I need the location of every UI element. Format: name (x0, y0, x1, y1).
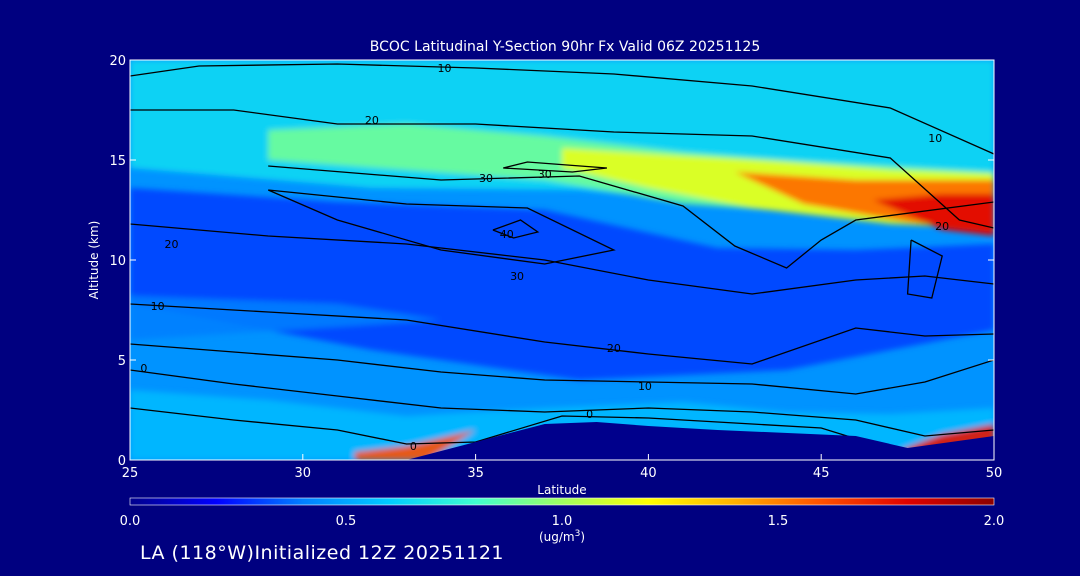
y-axis-label: Altitude (km) (87, 221, 101, 300)
contour-label: 10 (928, 132, 942, 145)
run-info-footer: LA (118°W)Initialized 12Z 20251121 (140, 542, 504, 564)
contour-label: 20 (365, 114, 379, 127)
terrain-mask (130, 422, 994, 460)
contour-labels: 10 20 30 30 40 30 20 10 0 20 10 0 0 10 20 (140, 62, 949, 453)
x-axis-ticks: 25 30 35 40 45 50 (122, 454, 1003, 481)
y-tick-label: 20 (109, 54, 126, 69)
x-tick-label: 45 (813, 466, 830, 481)
x-tick-label: 30 (295, 466, 312, 481)
colorbar-tick-label: 0.5 (336, 514, 357, 529)
contour-label: 0 (140, 362, 147, 375)
colorbar (129, 497, 995, 506)
contour-label: 10 (151, 300, 165, 313)
x-tick-label: 35 (467, 466, 484, 481)
contour-lines (130, 63, 994, 445)
units-label-end: ) (580, 530, 585, 544)
contour-label: 40 (500, 228, 514, 241)
contour-line-20 (130, 109, 994, 229)
x-tick-label: 40 (640, 466, 657, 481)
y-axis-ticks: 0 5 10 15 20 (109, 54, 994, 469)
y-tick-label: 15 (109, 154, 126, 169)
contour-line-40 (492, 219, 540, 239)
contour-line-10 (130, 343, 994, 395)
plot-area: 10 20 30 30 40 30 20 10 0 20 10 0 0 10 20 (130, 60, 994, 460)
contour-label: 0 (410, 440, 417, 453)
initialized-label: Initialized 12Z 20251121 (254, 542, 504, 564)
location-label: LA (118°W) (140, 542, 255, 564)
colorbar-tick-label: 1.0 (552, 514, 573, 529)
concentration-band-mid-blue (130, 188, 994, 380)
contour-label: 30 (479, 172, 493, 185)
concentration-band-low-blue (130, 296, 441, 340)
colorbar-ticks: 0.0 0.5 1.0 1.5 2.0 (120, 514, 1005, 529)
colorbar-tick-label: 0.0 (120, 514, 141, 529)
contour-label: 10 (437, 62, 451, 75)
x-axis-label: Latitude (537, 483, 586, 497)
contour-line-20 (130, 223, 994, 295)
contour-line-30 (267, 189, 616, 265)
units-label: (ug/m (539, 530, 575, 544)
contour-line-10 (130, 303, 994, 365)
units-superscript: 3 (575, 529, 581, 539)
contour-line-0 (130, 407, 874, 445)
y-tick-label: 0 (118, 454, 126, 469)
colorbar-tick-label: 2.0 (984, 514, 1005, 529)
contour-line-0 (130, 369, 994, 437)
contour-label: 30 (510, 270, 524, 283)
contour-line-30 (268, 165, 994, 269)
contour-line-30 (503, 161, 607, 173)
y-tick-label: 10 (109, 254, 126, 269)
contour-label: 20 (607, 342, 621, 355)
contour-label: 20 (935, 220, 949, 233)
contour-label: 0 (586, 408, 593, 421)
y-tick-label: 5 (118, 354, 126, 369)
contour-line-20 (906, 239, 943, 299)
concentration-band-jet-core-red (873, 194, 994, 236)
chart-title: BCOC Latitudinal Y-Section 90hr Fx Valid… (370, 39, 760, 55)
contour-label: 30 (538, 168, 552, 181)
contour-label: 10 (638, 380, 652, 393)
x-tick-label: 50 (986, 466, 1003, 481)
concentration-band-surface-plume-la (354, 430, 476, 460)
contour-label: 20 (164, 238, 178, 251)
x-tick-label: 25 (122, 466, 139, 481)
colorbar-tick-label: 1.5 (768, 514, 789, 529)
colorbar-units: (ug/m3) (539, 529, 585, 544)
contour-line-10 (130, 63, 994, 155)
